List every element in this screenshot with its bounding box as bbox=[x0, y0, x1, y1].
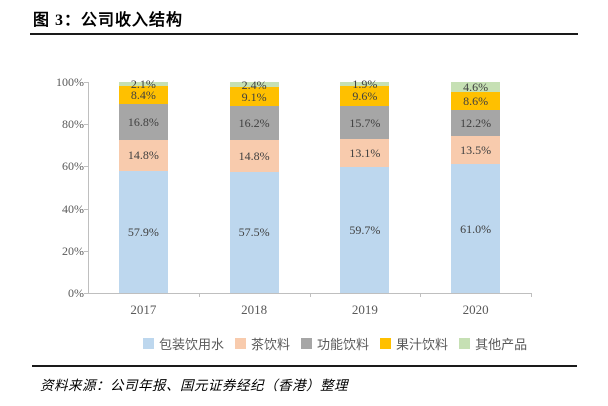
x-axis-category-label: 2019 bbox=[351, 302, 378, 317]
legend-item: 果汁饮料 bbox=[380, 334, 448, 353]
y-axis-tick-label: 100% bbox=[56, 75, 84, 89]
bar-segment: 16.8% bbox=[118, 104, 168, 140]
x-axis-tick-mark bbox=[531, 293, 532, 297]
bar-segment: 15.7% bbox=[340, 106, 390, 140]
bar-segment: 14.8% bbox=[118, 139, 168, 171]
legend-item: 功能饮料 bbox=[301, 334, 369, 353]
y-axis-line bbox=[88, 82, 89, 293]
x-axis-tick-mark bbox=[309, 293, 311, 297]
y-axis-tick-label: 60% bbox=[62, 159, 84, 174]
y-axis-tick-mark bbox=[84, 250, 88, 252]
y-axis-tick-label: 0% bbox=[68, 286, 84, 300]
figure-title: 图 3：公司收入结构 bbox=[33, 12, 184, 29]
bar-segment: 2.1% bbox=[118, 78, 168, 90]
y-axis-tick-label: 40% bbox=[62, 201, 84, 216]
bar-segment: 8.6% bbox=[451, 91, 501, 111]
legend-item: 包装饮用水 bbox=[143, 334, 224, 353]
bar-segment: 57.9% bbox=[118, 170, 168, 293]
legend-swatch bbox=[235, 338, 247, 349]
data-label: 16.8% bbox=[127, 114, 159, 129]
bar-segment: 9.6% bbox=[340, 86, 390, 107]
data-label: 16.2% bbox=[238, 116, 270, 131]
legend-item: 茶饮料 bbox=[235, 334, 290, 353]
data-label: 8.6% bbox=[463, 94, 489, 108]
legend-label: 茶饮料 bbox=[251, 337, 291, 352]
bar-segment: 2.4% bbox=[229, 79, 279, 91]
y-axis-tick-mark bbox=[84, 293, 88, 294]
data-label: 8.4% bbox=[130, 88, 156, 103]
footer-rule bbox=[32, 365, 577, 367]
data-label: 57.5% bbox=[238, 225, 270, 240]
data-label: 12.2% bbox=[460, 115, 492, 130]
bar-segment: 1.9% bbox=[340, 78, 390, 90]
y-axis-tick-label: 20% bbox=[62, 243, 84, 258]
data-label: 57.9% bbox=[127, 224, 159, 239]
data-label: 15.7% bbox=[349, 115, 381, 130]
data-label: 9.1% bbox=[241, 89, 267, 104]
data-label: 13.1% bbox=[349, 146, 381, 161]
x-axis-tick-mark bbox=[198, 293, 200, 297]
y-axis-tick-mark bbox=[84, 82, 88, 83]
plot-area: 57.9% 14.8% 16.8% 8.4% 2.1% 57.5% 14.8% 16.2% 9.… bbox=[88, 78, 531, 293]
data-label: 13.5% bbox=[460, 143, 492, 158]
source-note: 资料来源：公司年报、国元证券经纪（香港）整理 bbox=[40, 378, 348, 393]
data-label: 9.6% bbox=[352, 89, 378, 104]
legend-label: 其他产品 bbox=[475, 337, 528, 352]
data-label: 1.9% bbox=[352, 77, 378, 92]
legend-swatch bbox=[143, 338, 154, 349]
legend-item: 其他产品 bbox=[459, 334, 527, 353]
data-label: 14.8% bbox=[238, 149, 270, 164]
bar-segment: 13.5% bbox=[451, 135, 501, 165]
legend-swatch bbox=[459, 338, 471, 349]
y-axis-tick-mark bbox=[84, 208, 88, 210]
title-underline bbox=[30, 33, 578, 35]
bar-segment: 8.4% bbox=[118, 86, 168, 105]
legend-label: 功能饮料 bbox=[317, 337, 370, 352]
data-label: 2.1% bbox=[130, 77, 156, 92]
bar-segment: 12.2% bbox=[451, 110, 501, 136]
data-label: 59.7% bbox=[349, 223, 381, 238]
data-label: 61.0% bbox=[460, 221, 492, 236]
chart-legend: 包装饮用水 茶饮料 功能饮料 果汁饮料 其他产品 bbox=[143, 334, 527, 353]
bar-segment: 61.0% bbox=[451, 164, 501, 293]
bar-segment: 14.8% bbox=[229, 140, 279, 172]
x-axis-category-label: 2017 bbox=[130, 302, 157, 317]
bar-segment: 13.1% bbox=[340, 139, 390, 168]
x-axis-category-label: 2018 bbox=[241, 302, 268, 317]
x-axis-category-label: 2020 bbox=[462, 302, 489, 317]
bar-segment: 16.2% bbox=[229, 106, 279, 141]
data-label: 4.6% bbox=[463, 80, 489, 95]
bar-segment: 4.6% bbox=[451, 80, 501, 95]
y-axis-tick-label: 80% bbox=[62, 117, 84, 132]
legend-label: 果汁饮料 bbox=[396, 337, 449, 352]
data-label: 2.4% bbox=[241, 77, 267, 92]
bar-segment: 59.7% bbox=[340, 167, 390, 293]
y-axis-tick-mark bbox=[84, 124, 88, 126]
bar-segment: 57.5% bbox=[229, 171, 279, 293]
x-axis-tick-mark bbox=[420, 293, 422, 297]
legend-label: 包装饮用水 bbox=[159, 337, 225, 352]
legend-swatch bbox=[380, 338, 392, 349]
data-label: 14.8% bbox=[127, 148, 159, 163]
legend-swatch bbox=[301, 338, 313, 349]
y-axis-tick-mark bbox=[84, 166, 88, 168]
bar-segment: 9.1% bbox=[229, 87, 279, 107]
